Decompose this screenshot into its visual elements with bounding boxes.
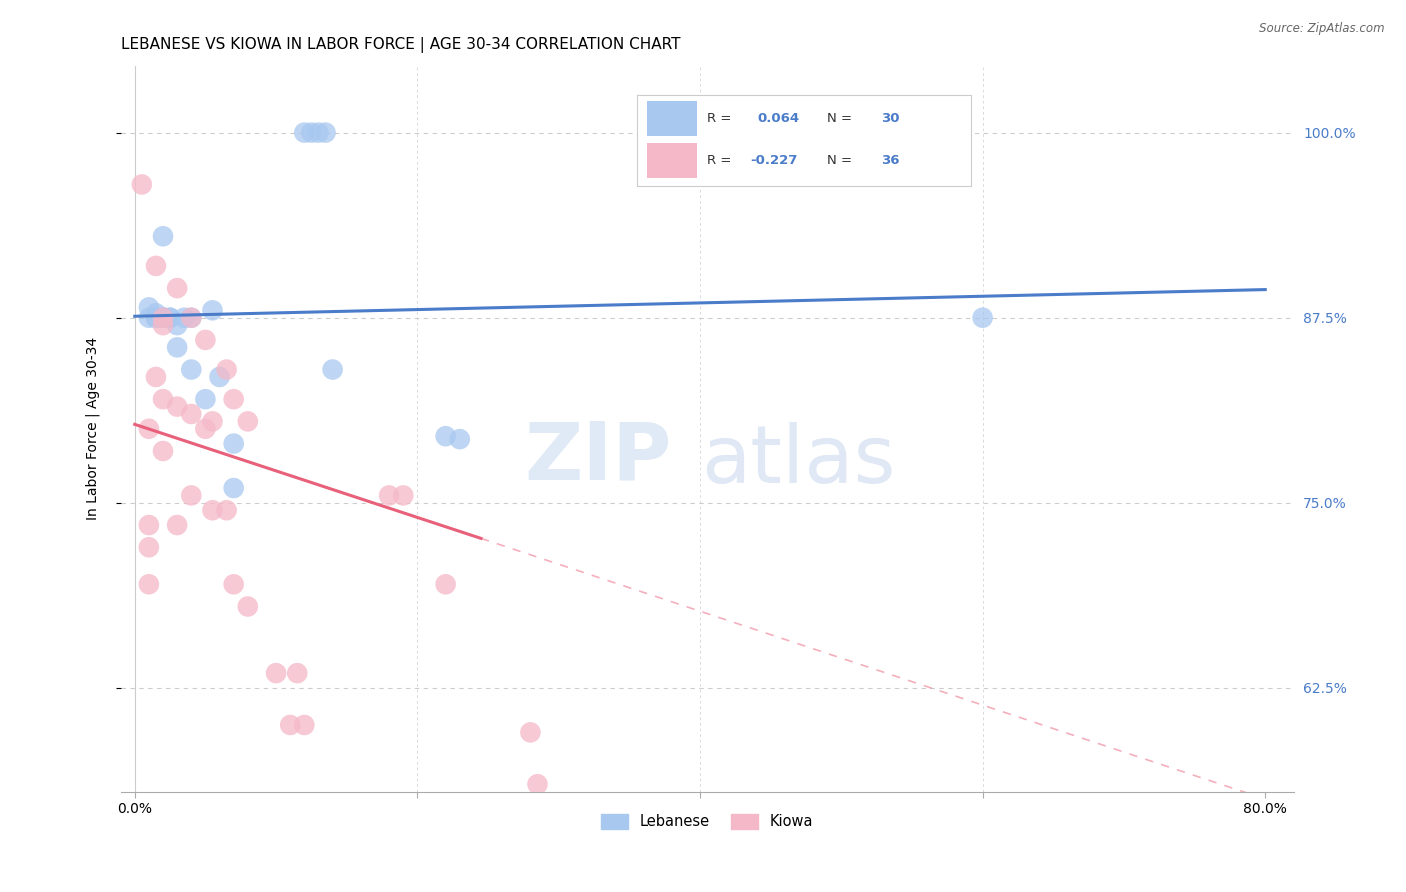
Point (152, 392, 174, 407)
Point (131, 178, 153, 192)
Point (138, 541, 160, 555)
Point (138, 577, 160, 591)
Point (173, 310, 195, 325)
Point (180, 407, 202, 421)
Point (285, 666, 308, 681)
Point (166, 281, 188, 295)
Text: atlas: atlas (702, 423, 896, 500)
Point (308, 126, 330, 140)
Point (201, 503, 224, 517)
Point (292, 126, 315, 140)
Point (180, 488, 202, 502)
Point (201, 303, 224, 318)
Point (236, 599, 259, 614)
Point (152, 310, 174, 325)
Point (152, 310, 174, 325)
Point (378, 488, 401, 502)
Point (215, 362, 238, 376)
Point (145, 370, 167, 384)
Point (222, 392, 245, 407)
Point (222, 577, 245, 591)
Point (138, 310, 160, 325)
Point (222, 436, 245, 450)
Point (315, 126, 337, 140)
Point (194, 333, 217, 347)
Point (194, 422, 217, 436)
Point (152, 318, 174, 332)
Point (152, 310, 174, 325)
Point (208, 370, 231, 384)
Point (152, 444, 174, 458)
Point (138, 301, 160, 315)
Text: LEBANESE VS KIOWA IN LABOR FORCE | AGE 30-34 CORRELATION CHART: LEBANESE VS KIOWA IN LABOR FORCE | AGE 3… (121, 37, 681, 54)
Point (292, 718, 315, 732)
Point (194, 392, 217, 407)
Text: Source: ZipAtlas.com: Source: ZipAtlas.com (1260, 22, 1385, 36)
Point (138, 422, 160, 436)
Legend: Lebanese, Kiowa: Lebanese, Kiowa (596, 808, 818, 835)
Point (215, 503, 238, 517)
Point (152, 229, 174, 244)
Point (145, 310, 167, 325)
Point (180, 310, 202, 325)
Point (159, 310, 181, 325)
Point (145, 306, 167, 320)
Point (278, 718, 301, 732)
Point (138, 518, 160, 533)
Point (180, 362, 202, 376)
Text: ZIP: ZIP (524, 419, 672, 497)
Point (434, 429, 457, 443)
Point (434, 577, 457, 591)
Point (152, 310, 174, 325)
Point (180, 310, 202, 325)
Point (236, 414, 259, 428)
Point (526, 777, 548, 791)
Point (159, 310, 181, 325)
Point (972, 310, 994, 325)
Point (519, 725, 541, 739)
Point (166, 518, 188, 533)
Y-axis label: In Labor Force | Age 30-34: In Labor Force | Age 30-34 (86, 337, 100, 520)
Point (222, 481, 245, 495)
Point (166, 318, 188, 332)
Point (152, 310, 174, 325)
Point (322, 362, 344, 376)
Point (392, 488, 415, 502)
Point (145, 259, 167, 273)
Point (264, 666, 287, 681)
Point (201, 414, 224, 428)
Point (166, 400, 188, 414)
Point (449, 432, 471, 446)
Point (166, 340, 188, 354)
Point (145, 310, 167, 325)
Point (299, 126, 322, 140)
